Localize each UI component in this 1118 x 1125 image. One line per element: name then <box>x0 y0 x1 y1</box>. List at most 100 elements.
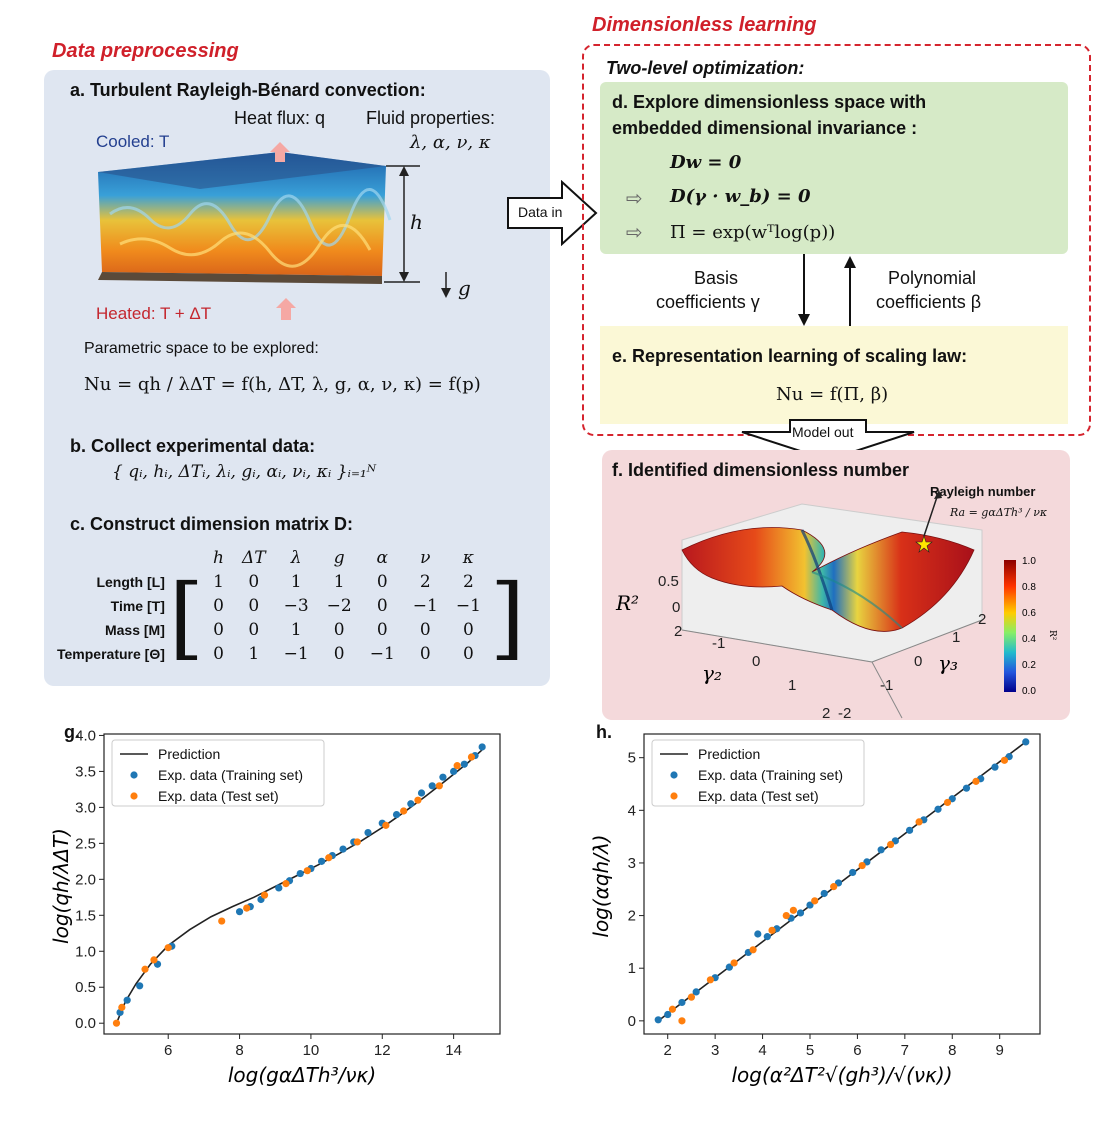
heated-label: Heated: T + ΔT <box>96 304 212 323</box>
colorbar-tick: 0.0 <box>1022 686 1036 697</box>
data-point <box>450 767 458 776</box>
surface-ylabel: γ₃ <box>938 651 958 675</box>
data-point <box>478 743 486 751</box>
scaling-law-eq: Nu = f(Π, β) <box>776 384 889 405</box>
polynomial-coefficients-label: coefficients β <box>876 292 982 312</box>
data-point <box>453 762 461 770</box>
panel-d-box <box>600 82 1068 254</box>
panel-e-title: e. Representation learning of scaling la… <box>612 346 968 366</box>
y-tick-label: 2.5 <box>75 835 96 852</box>
matrix-right-bracket: ] <box>489 565 526 670</box>
panel-a-title: a. Turbulent Rayleigh-Bénard convection: <box>70 80 426 100</box>
matrix-cell: 0 <box>248 572 260 592</box>
data-point <box>763 933 771 941</box>
matrix-cell: 0 <box>213 644 224 664</box>
panel-f-title: f. Identified dimensionless number <box>612 460 910 480</box>
data-point <box>877 846 885 854</box>
legend-marker <box>670 792 678 800</box>
matrix-cell: 1 <box>290 620 302 640</box>
x-tick: -1 <box>712 635 725 652</box>
basis-coefficients-label: coefficients γ <box>656 292 760 312</box>
matrix-cell: 0 <box>376 620 388 640</box>
dimension-matrix: h ΔT λ g α ν κ Length [L] [ 1 0 1 1 0 2 … <box>56 546 525 666</box>
experimental-data-set: { qᵢ, hᵢ, ΔTᵢ, λᵢ, gᵢ, αᵢ, νᵢ, κᵢ }ᵢ₌₁ᴺ <box>112 462 377 482</box>
data-point <box>725 963 733 971</box>
matrix-cell: 0 <box>213 620 224 640</box>
matrix-cell: 1 <box>333 572 345 592</box>
x-tick: 1 <box>788 677 796 694</box>
data-point <box>991 763 999 771</box>
r2-surface-plot: 0.5 0 2 -1 0 1 2 2 1 0 -1 -2 R² γ₂ γ₃ 1.… <box>615 490 1057 720</box>
matrix-cell: 0 <box>419 620 431 640</box>
matrix-cell: −1 <box>283 644 309 664</box>
data-point <box>439 773 447 781</box>
matrix-cell: 0 <box>462 644 474 664</box>
matrix-cell: 0 <box>213 596 224 616</box>
legend-marker <box>130 792 138 800</box>
legend: Prediction Exp. data (Training set) Exp. d… <box>111 739 325 807</box>
data-point <box>235 908 244 916</box>
y-tick-label: 4.0 <box>75 727 96 744</box>
panel-d-title-line1: d. Explore dimensionless space with <box>612 92 927 112</box>
matrix-col-g: g <box>333 548 345 568</box>
x-tick-label: 5 <box>806 1042 814 1059</box>
height-label: h <box>410 210 423 234</box>
basis-label: Basis <box>694 268 739 288</box>
data-point <box>749 946 757 954</box>
fluid-properties-label: Fluid properties: <box>366 108 496 128</box>
matrix-header-row: h ΔT λ g α ν κ <box>56 546 525 570</box>
matrix-row-label: Mass [M] <box>104 622 165 638</box>
matrix-cell: 0 <box>248 596 260 616</box>
matrix-cell: −1 <box>455 596 481 616</box>
data-point <box>325 854 333 862</box>
y-tick-label: 0.5 <box>75 979 96 996</box>
data-point <box>789 906 797 914</box>
data-point <box>1000 756 1009 764</box>
x-tick-label: 3 <box>711 1042 719 1059</box>
data-point <box>1022 738 1030 746</box>
matrix-cell: 0 <box>333 620 345 640</box>
y-tick-label: 1.5 <box>75 907 96 924</box>
y-tick-label: 4 <box>628 802 636 819</box>
cooled-label: Cooled: T <box>96 132 170 151</box>
y-tick: 1 <box>952 629 960 646</box>
y-axis-label: log(αqh/λ) <box>589 834 613 937</box>
legend-label: Exp. data (Test set) <box>698 788 819 804</box>
legend-label: Exp. data (Training set) <box>158 767 303 783</box>
data-point <box>392 810 401 819</box>
data-point <box>654 1016 662 1024</box>
data-point <box>417 789 426 797</box>
matrix-col-h: h <box>213 548 224 568</box>
y-tick-label: 1 <box>628 960 636 977</box>
x-tick: 2 <box>822 705 830 720</box>
data-point <box>136 982 144 990</box>
data-point <box>150 956 158 964</box>
matrix-cell: 0 <box>462 620 474 640</box>
data-point <box>820 889 828 898</box>
colorbar-tick: 0.2 <box>1022 660 1036 671</box>
x-tick-label: 6 <box>164 1042 172 1059</box>
data-point <box>428 782 436 790</box>
matrix-cell: 0 <box>376 572 388 592</box>
z-tick: 0 <box>672 599 680 616</box>
data-point <box>382 821 390 829</box>
matrix-row-label: Time [T] <box>110 598 165 614</box>
legend-box <box>111 739 325 807</box>
data-point <box>706 976 714 984</box>
data-point <box>460 760 468 768</box>
data-point <box>806 901 814 909</box>
model-out-arrow <box>741 419 915 462</box>
matrix-row-temperature: Temperature [Θ] 0 1 −1 0 −1 0 0 <box>56 642 525 666</box>
data-point <box>275 884 283 892</box>
data-preprocessing-heading: Data preprocessing <box>52 40 239 62</box>
convection-simulation-graphic <box>98 142 451 320</box>
data-point <box>678 1017 686 1025</box>
constraint-eq-1: Dw = 0 <box>670 152 742 173</box>
panel-b-title: b. Collect experimental data: <box>70 436 316 456</box>
x-tick-label: 14 <box>445 1042 462 1059</box>
data-point <box>218 917 226 925</box>
panel-e-box <box>600 326 1068 424</box>
x-tick-label: 9 <box>996 1042 1004 1059</box>
matrix-col-alpha: α <box>376 548 388 568</box>
rayleigh-annotation: Rayleigh number <box>930 484 1036 499</box>
